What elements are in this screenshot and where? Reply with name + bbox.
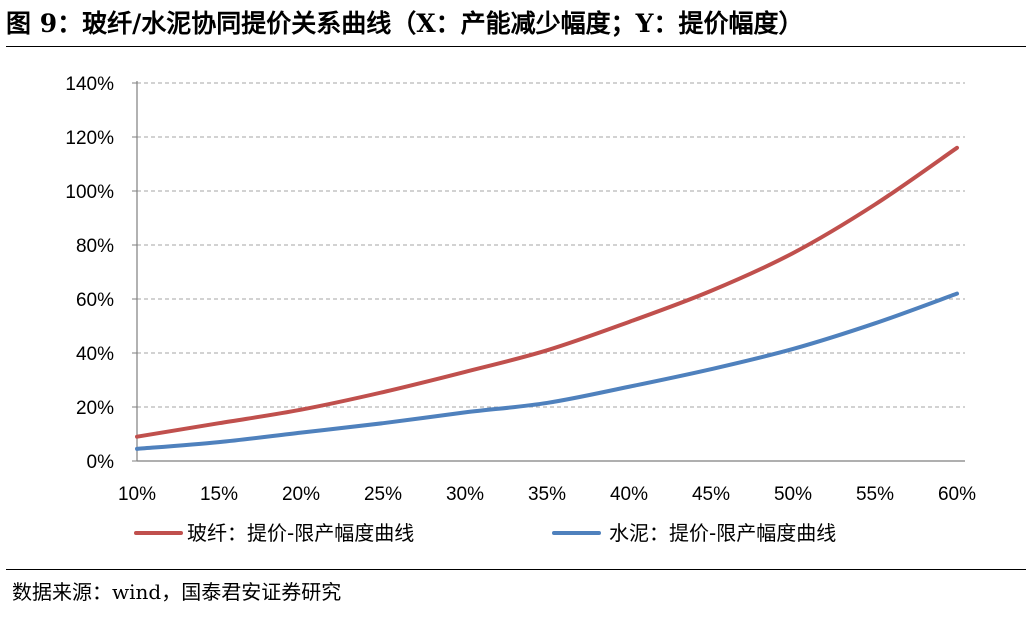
- y-tick-label: 100%: [65, 182, 114, 203]
- x-tick-label: 30%: [446, 484, 484, 505]
- y-tick-label: 140%: [65, 74, 114, 95]
- legend-label-cement: 水泥：提价-限产幅度曲线: [609, 521, 836, 545]
- tick-labels: 0% 20% 40% 60% 80% 100% 120% 140% 10% 15% 20% 25% 30…: [65, 74, 976, 505]
- line-chart: 0% 20% 40% 60% 80% 100% 120% 140% 10% 15% 20% 25% 30…: [65, 74, 976, 545]
- x-tick-label: 35%: [528, 484, 566, 505]
- x-tick-label: 50%: [774, 484, 812, 505]
- x-tick-label: 25%: [364, 484, 402, 505]
- series-lines: [135, 145, 959, 451]
- x-tick-label: 60%: [938, 484, 976, 505]
- legend: 玻纤：提价-限产幅度曲线 水泥：提价-限产幅度曲线: [134, 521, 836, 545]
- source-rule: [6, 569, 1026, 570]
- y-tick-label: 20%: [76, 398, 114, 419]
- series-line-cement: [135, 291, 959, 451]
- x-tick-label: 40%: [610, 484, 648, 505]
- x-tick-label: 55%: [856, 484, 894, 505]
- gridlines: [137, 82, 965, 408]
- figure-title: 图 9：玻纤/水泥协同提价关系曲线（X：产能减少幅度；Y：提价幅度）: [6, 9, 804, 38]
- y-tick-label: 40%: [76, 344, 114, 365]
- title-rule: [6, 46, 1026, 47]
- x-tick-label: 45%: [692, 484, 730, 505]
- axes: [132, 81, 965, 462]
- x-tick-label: 15%: [200, 484, 238, 505]
- x-tick-label: 10%: [118, 484, 156, 505]
- legend-label-glass-fiber: 玻纤：提价-限产幅度曲线: [187, 521, 414, 545]
- y-tick-label: 80%: [76, 236, 114, 257]
- y-tick-label: 60%: [76, 290, 114, 311]
- y-tick-label: 120%: [65, 128, 114, 149]
- x-tick-label: 20%: [282, 484, 320, 505]
- series-line-glass-fiber: [135, 145, 959, 439]
- y-tick-label: 0%: [87, 452, 115, 473]
- source-note: 数据来源：wind，国泰君安证券研究: [12, 580, 342, 604]
